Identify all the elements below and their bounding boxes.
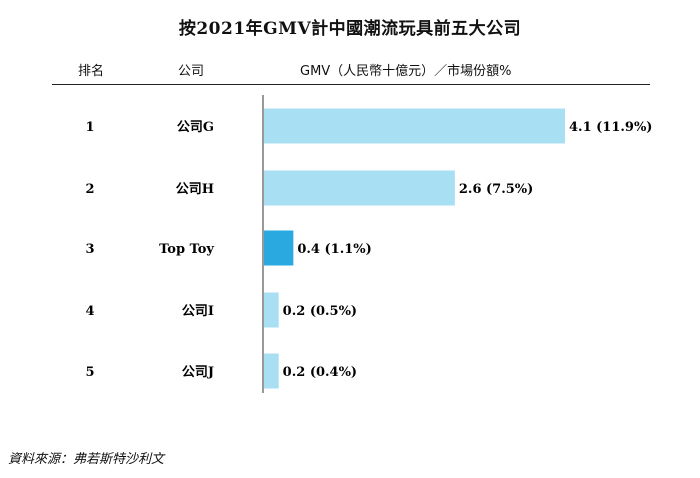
category-label: 公司J: [182, 365, 214, 380]
rank-label: 3: [85, 242, 94, 257]
source-note: 資料來源：弗若斯特沙利文: [8, 452, 165, 467]
category-label: 公司G: [177, 120, 214, 135]
rank-label: 4: [85, 304, 94, 319]
data-label: 0.4 (1.1%): [297, 242, 371, 257]
bar: [264, 170, 455, 206]
data-label: 0.2 (0.5%): [283, 304, 357, 319]
header-gmv: GMV（人民幣十億元）／市場份額%: [300, 64, 512, 79]
header-company: 公司: [178, 64, 205, 79]
bar: [264, 292, 279, 328]
category-label: Top Toy: [159, 242, 214, 257]
header-rank: 排名: [78, 64, 105, 79]
chart-title: 按2021年GMV計中國潮流玩具前五大公司: [178, 19, 522, 39]
bar: [264, 108, 565, 144]
bar: [264, 353, 279, 389]
rank-label: 2: [85, 182, 94, 197]
data-label: 4.1 (11.9%): [569, 120, 652, 135]
category-label: 公司I: [182, 304, 214, 319]
category-label: 公司H: [176, 182, 214, 197]
rank-label: 5: [85, 365, 94, 380]
data-label: 0.2 (0.4%): [283, 365, 357, 380]
bar: [264, 230, 294, 266]
data-label: 2.6 (7.5%): [459, 182, 533, 197]
header-rule: [52, 84, 650, 85]
rank-label: 1: [85, 120, 94, 135]
